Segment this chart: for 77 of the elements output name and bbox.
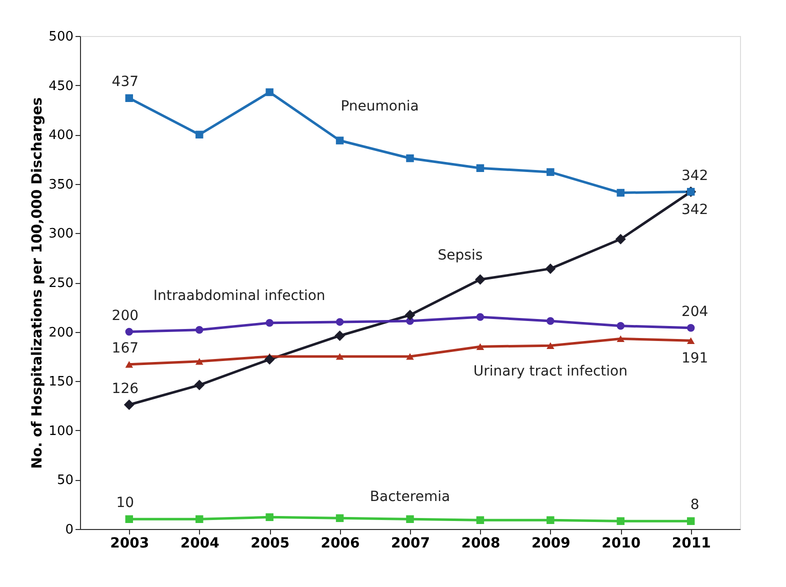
x-tick-label: 2007	[391, 536, 430, 552]
point	[406, 154, 414, 162]
point	[194, 380, 205, 390]
point	[546, 516, 554, 524]
point	[406, 353, 414, 360]
point	[336, 514, 344, 522]
point	[546, 342, 554, 349]
point	[264, 354, 275, 365]
point	[125, 94, 134, 102]
x-tick-label: 2006	[320, 536, 360, 552]
point	[404, 310, 416, 320]
series-label: Sepsis	[438, 248, 483, 264]
data-label: 342	[681, 168, 708, 184]
y-tick-label: 250	[48, 276, 74, 291]
point	[616, 335, 625, 342]
point	[476, 164, 484, 172]
x-tick-label: 2010	[602, 536, 641, 552]
data-label: 8	[690, 497, 700, 514]
data-label: 200	[112, 308, 139, 324]
data-label: 437	[112, 74, 139, 90]
point	[336, 353, 344, 360]
point	[125, 360, 134, 368]
data-label: 10	[116, 495, 134, 512]
point	[686, 324, 695, 332]
point	[476, 343, 484, 350]
data-label: 204	[681, 304, 708, 320]
point	[124, 400, 134, 410]
point	[195, 326, 204, 334]
y-tick-label: 0	[65, 522, 74, 538]
y-tick-label: 50	[56, 473, 74, 488]
point	[195, 358, 204, 365]
y-tick-label: 300	[48, 226, 74, 242]
point	[476, 516, 484, 524]
point	[336, 136, 344, 144]
point	[125, 515, 134, 524]
x-tick-label: 2011	[672, 536, 711, 552]
point	[616, 517, 625, 525]
data-label: 342	[681, 202, 708, 218]
point	[545, 263, 556, 274]
data-label: 126	[112, 380, 139, 397]
y-tick-label: 450	[48, 78, 74, 94]
x-tick-label: 2005	[250, 536, 290, 552]
series-label: Pneumonia	[340, 98, 419, 115]
y-tick-label: 500	[48, 30, 74, 44]
point	[476, 313, 484, 321]
point	[334, 330, 346, 341]
data-label: 167	[112, 340, 139, 356]
data-label: 191	[681, 350, 708, 367]
point	[546, 168, 554, 176]
y-tick-label: 150	[48, 374, 74, 390]
x-tick-label: 2008	[461, 536, 500, 552]
point	[195, 515, 204, 524]
x-tick-label: 2003	[110, 536, 150, 552]
point	[546, 317, 554, 325]
y-tick-label: 100	[48, 424, 74, 439]
point	[195, 130, 204, 138]
y-tick-label: 200	[48, 325, 74, 340]
point	[474, 274, 486, 285]
point	[266, 513, 274, 522]
y-axis-title: No. of Hospitalizations per 100,000 Discharges	[30, 97, 46, 469]
point	[406, 515, 414, 524]
point	[266, 88, 274, 96]
point	[336, 318, 344, 326]
point	[615, 234, 626, 244]
series-label: Urinary tract infection	[473, 364, 628, 380]
series-label: Bacteremia	[370, 489, 450, 506]
point	[686, 517, 695, 525]
point	[125, 328, 134, 336]
x-tick-label: 2009	[531, 536, 570, 552]
point	[266, 319, 274, 327]
point	[616, 322, 625, 330]
point	[686, 337, 695, 344]
y-tick-label: 350	[48, 177, 74, 192]
point	[616, 188, 625, 197]
y-tick-label: 400	[48, 128, 74, 144]
x-tick-label: 2004	[180, 536, 220, 552]
series-label: Intraabdominal infection	[153, 288, 326, 304]
